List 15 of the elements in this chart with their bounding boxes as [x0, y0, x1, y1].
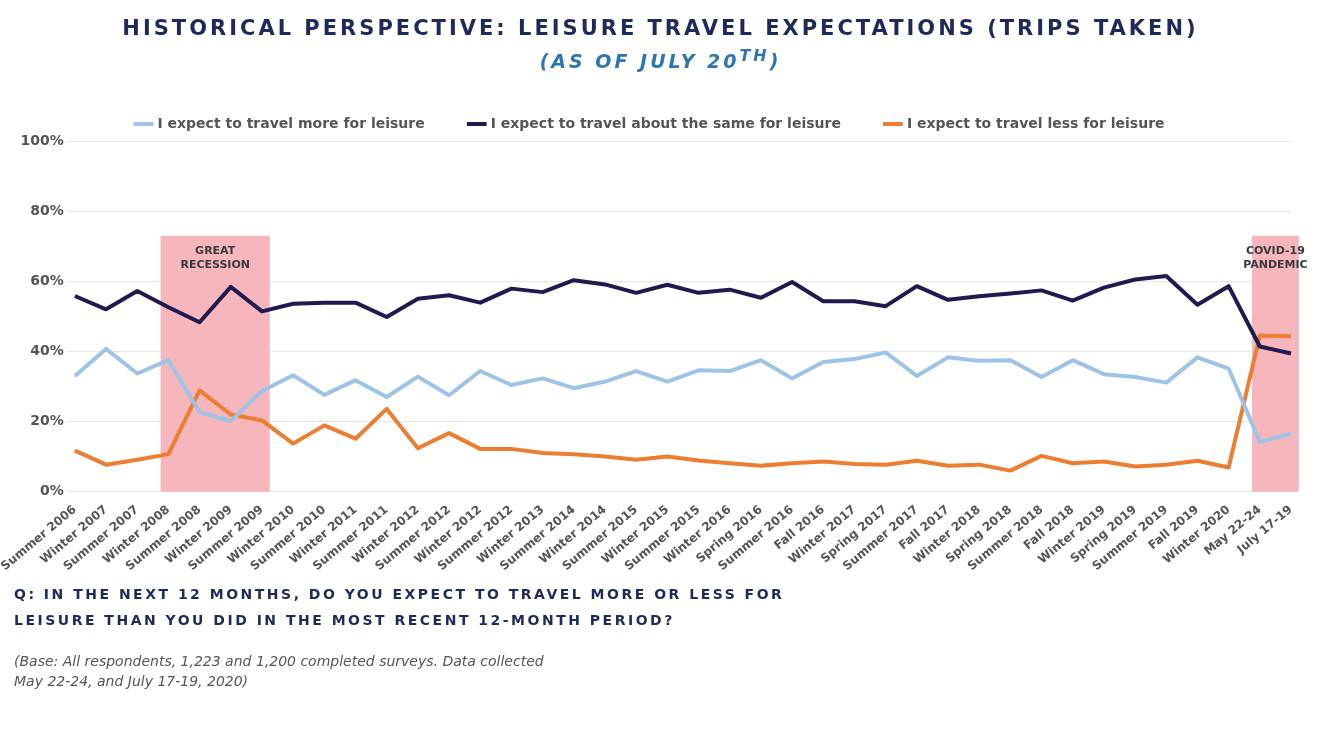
legend-label: I expect to travel less for leisure — [906, 114, 1165, 131]
legend-label: I expect to travel about the same for leisure — [490, 114, 841, 131]
y-tick-label: 80% — [30, 202, 64, 219]
chart-title: HISTORICAL PERSPECTIVE: LEISURE TRAVEL EXPECTATIONS (TRIPS TAKEN) — [121, 16, 1200, 40]
legend-label: I expect to travel more for leisure — [157, 114, 425, 131]
band-label: GREAT RECESSION — [180, 244, 250, 272]
text: Q: IN THE NEXT 12 MONTHS, DO YOU EXPECT TO TRAVEL MORE OR LESS FOR LEISURE THAN YOU DID IN THE MOST RECENT 12-MONTH PERIOD? — [14, 585, 786, 631]
y-tick-label: 20% — [30, 412, 64, 429]
band-label: COVID-19 PANDEMIC — [1243, 244, 1308, 272]
y-tick-label: 100% — [20, 131, 64, 148]
y-tick-label: 40% — [30, 342, 64, 359]
chart-subtitle: (AS OF JULY 20$^{TH}$) — [538, 46, 783, 73]
text: (Base: All respondents, 1,223 and 1,200 completed surveys. Data collected May 22-24, and July 17-19, 2020) — [14, 652, 545, 692]
y-tick-label: 0% — [40, 482, 64, 499]
y-tick-label: 60% — [30, 272, 64, 289]
